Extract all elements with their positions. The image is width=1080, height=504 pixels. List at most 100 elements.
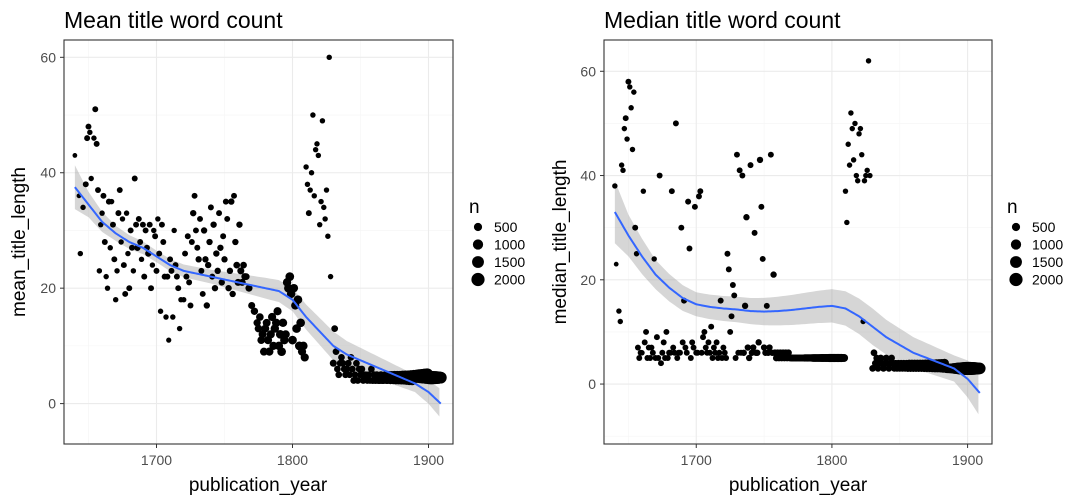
data-point — [741, 302, 749, 310]
legend-key — [1010, 239, 1022, 250]
data-point — [277, 347, 286, 356]
data-point — [758, 203, 765, 210]
data-point — [104, 285, 111, 291]
data-point — [203, 302, 210, 309]
data-point — [849, 125, 855, 132]
data-point — [334, 365, 341, 373]
y-tick-label: 60 — [580, 63, 596, 79]
data-point — [659, 349, 666, 356]
data-point — [767, 151, 774, 158]
data-point — [842, 188, 849, 194]
data-point — [882, 354, 890, 362]
data-point — [689, 339, 696, 346]
data-point — [329, 359, 337, 367]
data-point — [616, 308, 622, 314]
data-point — [848, 110, 854, 116]
data-point — [233, 261, 241, 269]
data-point — [82, 181, 89, 188]
chart-title-median: Median title word count — [604, 7, 841, 33]
data-point — [368, 365, 375, 373]
panel-border-mean — [63, 39, 454, 445]
data-point — [706, 349, 713, 356]
data-point — [867, 172, 873, 179]
panel-median: Median title word count 1700 1800 1900 0 20 4… — [550, 7, 1063, 496]
data-point — [191, 192, 198, 199]
data-point — [709, 355, 716, 361]
data-point — [712, 349, 719, 356]
data-point — [863, 172, 869, 179]
points-median — [612, 58, 986, 376]
data-point — [268, 312, 277, 322]
x-tick-label: 1900 — [952, 452, 983, 468]
data-point — [664, 355, 671, 361]
data-point — [226, 267, 234, 275]
data-point — [859, 151, 865, 158]
data-point — [691, 203, 698, 210]
data-point — [701, 328, 708, 335]
data-point — [190, 209, 197, 217]
data-point — [744, 344, 751, 351]
data-point — [198, 267, 205, 274]
data-point — [310, 112, 316, 118]
data-point — [353, 359, 360, 367]
y-tick-label: 20 — [40, 280, 56, 296]
data-point — [857, 125, 864, 132]
x-tick-label: 1800 — [277, 452, 308, 468]
data-point — [293, 295, 303, 305]
data-point — [672, 120, 679, 127]
data-point — [763, 302, 770, 309]
data-point — [142, 227, 149, 234]
data-point — [138, 256, 145, 263]
data-point — [88, 175, 94, 182]
data-point — [319, 118, 326, 124]
data-point — [743, 214, 750, 221]
data-point — [716, 349, 723, 356]
data-point — [95, 187, 101, 194]
data-point — [127, 227, 134, 234]
panel-mean: Mean title word count 1700 1800 1900 0 20 40 6… — [9, 7, 525, 496]
x-axis-label-mean: publication_year — [189, 475, 328, 496]
data-point — [756, 156, 764, 164]
data-point — [199, 290, 206, 297]
data-point — [265, 347, 274, 356]
data-point — [195, 256, 202, 263]
data-point — [613, 261, 619, 267]
legend-title-mean: n — [469, 197, 480, 218]
data-point — [77, 250, 84, 257]
data-point — [674, 355, 681, 361]
data-point — [694, 349, 701, 356]
data-point — [93, 140, 100, 147]
data-point — [224, 215, 231, 222]
data-point — [153, 267, 160, 274]
data-point — [840, 354, 849, 362]
data-point — [305, 210, 312, 217]
data-point — [668, 188, 675, 195]
data-point — [865, 58, 872, 64]
data-point — [315, 152, 322, 159]
data-point — [745, 354, 753, 362]
data-point — [213, 250, 220, 257]
data-point — [327, 273, 334, 280]
data-point — [108, 198, 115, 205]
data-point — [339, 359, 347, 367]
data-point — [271, 318, 281, 328]
data-point — [845, 141, 851, 147]
data-point — [651, 256, 657, 262]
x-axis-label-median: publication_year — [729, 475, 868, 496]
data-point — [721, 349, 728, 356]
data-point — [702, 344, 709, 351]
data-point — [687, 355, 694, 361]
data-point — [679, 339, 686, 346]
data-point — [229, 290, 236, 298]
data-point — [202, 256, 209, 263]
legend-title-median: n — [1007, 197, 1018, 218]
data-point — [171, 227, 177, 234]
data-point — [281, 330, 290, 339]
data-point — [660, 339, 667, 346]
data-point — [129, 244, 135, 251]
data-point — [698, 349, 705, 356]
data-point — [118, 239, 124, 245]
data-point — [686, 245, 693, 252]
data-point — [222, 198, 229, 205]
